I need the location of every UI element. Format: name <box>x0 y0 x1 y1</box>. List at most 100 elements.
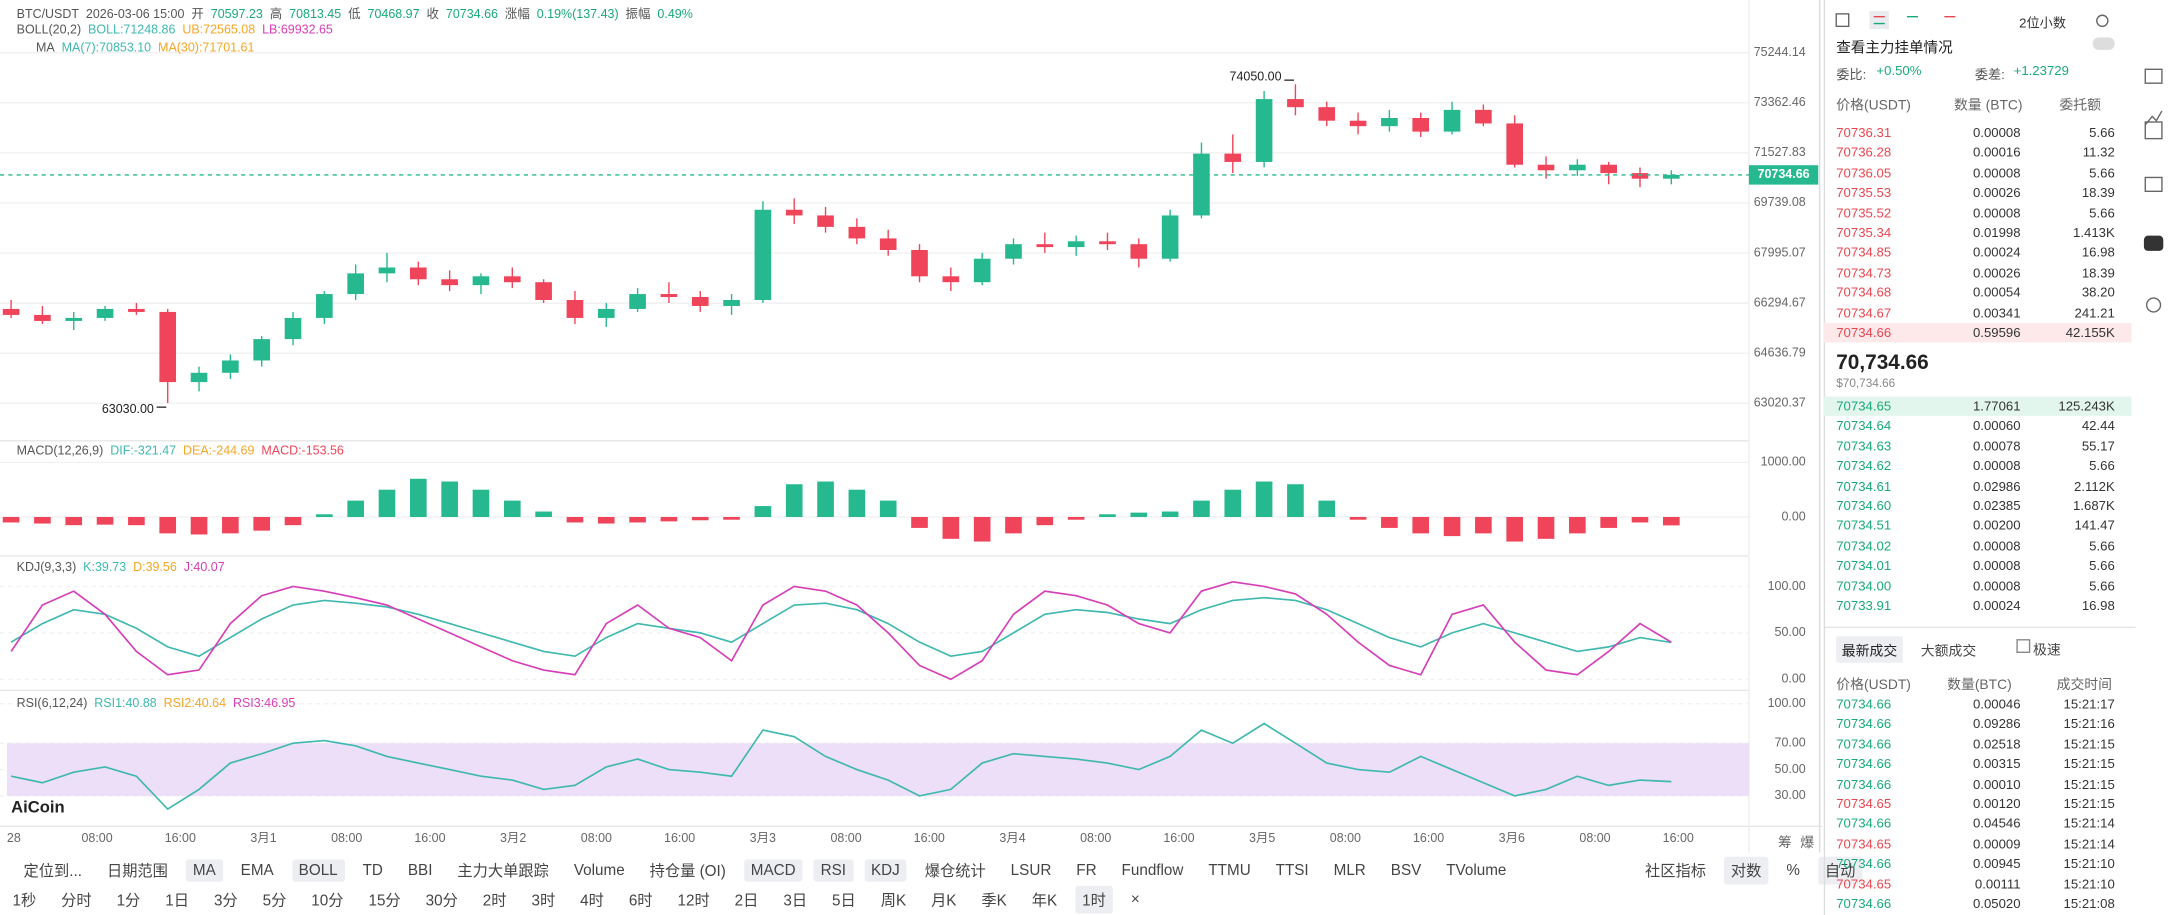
order-row[interactable]: 70734.62 0.00008 5.66 <box>1824 456 2132 476</box>
order-row[interactable]: 70735.52 0.00008 5.66 <box>1824 203 2132 223</box>
x-tick-label: 3月3 <box>750 831 776 845</box>
toolbar-button[interactable]: 分时 <box>61 892 92 910</box>
toolbar-button[interactable]: 1时 <box>1075 885 1113 914</box>
panel-icons <box>1835 11 2109 30</box>
toolbar-button[interactable]: 周K <box>880 892 907 910</box>
order-row[interactable]: 70734.61 0.02986 2.112K <box>1824 476 2132 496</box>
toolbar-button[interactable]: TTMU <box>1208 862 1251 879</box>
order-row[interactable]: 70734.73 0.00026 18.39 <box>1824 263 2132 283</box>
toolbar-button[interactable]: 2时 <box>482 892 507 910</box>
toolbar-button[interactable]: Volume <box>573 862 625 879</box>
order-row[interactable]: 70734.51 0.00200 141.47 <box>1824 516 2132 536</box>
toolbar-button[interactable]: 持仓量 (OI) <box>649 863 726 881</box>
order-row[interactable]: 70735.53 0.00026 18.39 <box>1824 183 2132 203</box>
toolbar-button[interactable]: TVolume <box>1446 862 1507 879</box>
icon[interactable] <box>2143 235 2164 251</box>
icon[interactable] <box>2145 297 2162 313</box>
icon[interactable] <box>2144 68 2163 84</box>
amount: 18.39 <box>2081 265 2115 282</box>
macd-bar <box>1287 484 1304 517</box>
quantity: 0.00111 <box>1974 877 2021 893</box>
legend-item: 开 <box>191 6 204 21</box>
icon[interactable] <box>2144 176 2163 193</box>
toolbar-button[interactable]: 10分 <box>311 892 344 910</box>
toolbar-button[interactable]: 主力大单跟踪 <box>457 863 549 881</box>
x-tick-label: 08:00 <box>1579 831 1610 845</box>
toolbar-button[interactable]: 1日 <box>165 892 189 910</box>
toolbar-button[interactable]: TD <box>362 862 383 879</box>
order-row[interactable]: 70734.68 0.00054 38.20 <box>1824 283 2132 303</box>
candle-body <box>973 258 991 283</box>
order-row[interactable]: 70736.05 0.00008 5.66 <box>1824 163 2132 183</box>
order-row[interactable]: 70734.60 0.02385 1.687K <box>1824 496 2132 516</box>
toolbar-button[interactable]: 2日 <box>734 892 759 910</box>
toolbar-button[interactable]: 30分 <box>425 892 458 910</box>
toolbar-button[interactable]: 1秒 <box>12 892 37 910</box>
macd-bar <box>347 500 364 517</box>
icon[interactable] <box>1869 11 1889 30</box>
toolbar-button[interactable]: 月K <box>931 892 957 910</box>
toolbar-button[interactable]: 5分 <box>262 892 287 910</box>
toolbar-button[interactable]: 3时 <box>531 892 556 910</box>
side-label[interactable]: 爆 <box>1800 835 1815 852</box>
toolbar-button[interactable]: 定位到... <box>23 863 83 881</box>
toolbar-button[interactable]: 社区指标 <box>1644 863 1706 881</box>
toolbar-button[interactable]: MLR <box>1333 862 1366 879</box>
macd-bar <box>409 478 427 517</box>
toolbar-button[interactable]: 3日 <box>783 892 808 910</box>
toolbar-button[interactable]: 6时 <box>628 892 653 910</box>
toolbar-button[interactable]: MA <box>185 859 223 882</box>
side-label[interactable]: 筹 <box>1778 835 1792 852</box>
order-row[interactable]: 70734.00 0.00008 5.66 <box>1824 576 2132 596</box>
toolbar-button[interactable]: BOLL <box>291 859 345 882</box>
toolbar-button[interactable]: 15分 <box>368 892 401 910</box>
order-row[interactable]: 70734.02 0.00008 5.66 <box>1824 536 2132 556</box>
time: 15:21:08 <box>2063 896 2115 913</box>
toolbar-button[interactable]: 1分 <box>116 892 141 910</box>
toolbar-button[interactable]: 对数 <box>1723 856 1769 885</box>
checkbox[interactable] <box>2016 639 2031 653</box>
toolbar-button[interactable]: 12时 <box>677 892 710 910</box>
toolbar-button[interactable]: 年K <box>1031 892 1058 910</box>
toolbar-button[interactable]: % <box>1786 862 1800 879</box>
toolbar-button[interactable]: BSV <box>1390 862 1422 879</box>
toolbar-button[interactable]: BBI <box>407 862 433 879</box>
order-row[interactable]: 70734.66 0.59596 42.155K <box>1823 323 2132 343</box>
candle-body <box>347 273 364 295</box>
order-row[interactable]: 70734.64 0.00060 42.44 <box>1824 416 2132 436</box>
toolbar-button[interactable]: RSI <box>813 859 853 882</box>
toolbar-button[interactable]: 爆仓统计 <box>924 863 986 881</box>
toolbar-button[interactable]: 4时 <box>580 892 604 910</box>
order-row[interactable]: 70736.28 0.00016 11.32 <box>1824 143 2132 163</box>
toolbar-button[interactable]: × <box>1130 891 1140 909</box>
toolbar-button[interactable]: 3分 <box>213 892 238 910</box>
toolbar-button[interactable]: 自动 <box>1817 856 1863 885</box>
toolbar-button[interactable]: Fundflow <box>1121 862 1184 879</box>
toolbar-button[interactable]: 季K <box>981 892 1007 910</box>
order-row[interactable]: 70735.34 0.01998 1.413K <box>1824 223 2132 243</box>
order-row[interactable]: 70733.91 0.00024 16.98 <box>1824 596 2132 616</box>
settings-icon[interactable] <box>2096 14 2109 28</box>
macd-bar <box>1381 516 1398 528</box>
toolbar-button[interactable]: LSUR <box>1010 862 1052 879</box>
icon[interactable] <box>2144 110 2163 126</box>
order-row[interactable]: 70734.65 1.77061 125.243K <box>1823 396 2132 417</box>
order-row[interactable]: 70734.85 0.00024 16.98 <box>1824 243 2132 263</box>
order-book-title: 查看主力挂单情况 <box>1836 40 1953 57</box>
icon[interactable] <box>1835 13 1850 28</box>
order-row[interactable]: 70734.01 0.00008 5.66 <box>1824 556 2132 576</box>
last-price-label: 70734.66 <box>1758 167 1810 181</box>
toolbar-button[interactable]: KDJ <box>864 859 907 882</box>
toolbar-button[interactable]: FR <box>1076 862 1097 879</box>
toolbar-button[interactable]: EMA <box>240 862 274 879</box>
toolbar-button[interactable]: 5日 <box>832 892 856 910</box>
toolbar-button[interactable]: TTSI <box>1275 862 1309 879</box>
order-row[interactable]: 70734.67 0.00341 241.21 <box>1824 303 2132 323</box>
toggle[interactable] <box>2092 37 2115 50</box>
icon[interactable] <box>2144 121 2163 140</box>
order-row[interactable]: 70734.63 0.00078 55.17 <box>1824 436 2132 456</box>
toolbar-button[interactable]: MACD <box>743 859 803 882</box>
order-row[interactable]: 70736.31 0.00008 5.66 <box>1824 123 2132 143</box>
toolbar-button[interactable]: 日期范围 <box>106 863 168 881</box>
legend-item: MA(7):70853.10 <box>61 40 152 55</box>
